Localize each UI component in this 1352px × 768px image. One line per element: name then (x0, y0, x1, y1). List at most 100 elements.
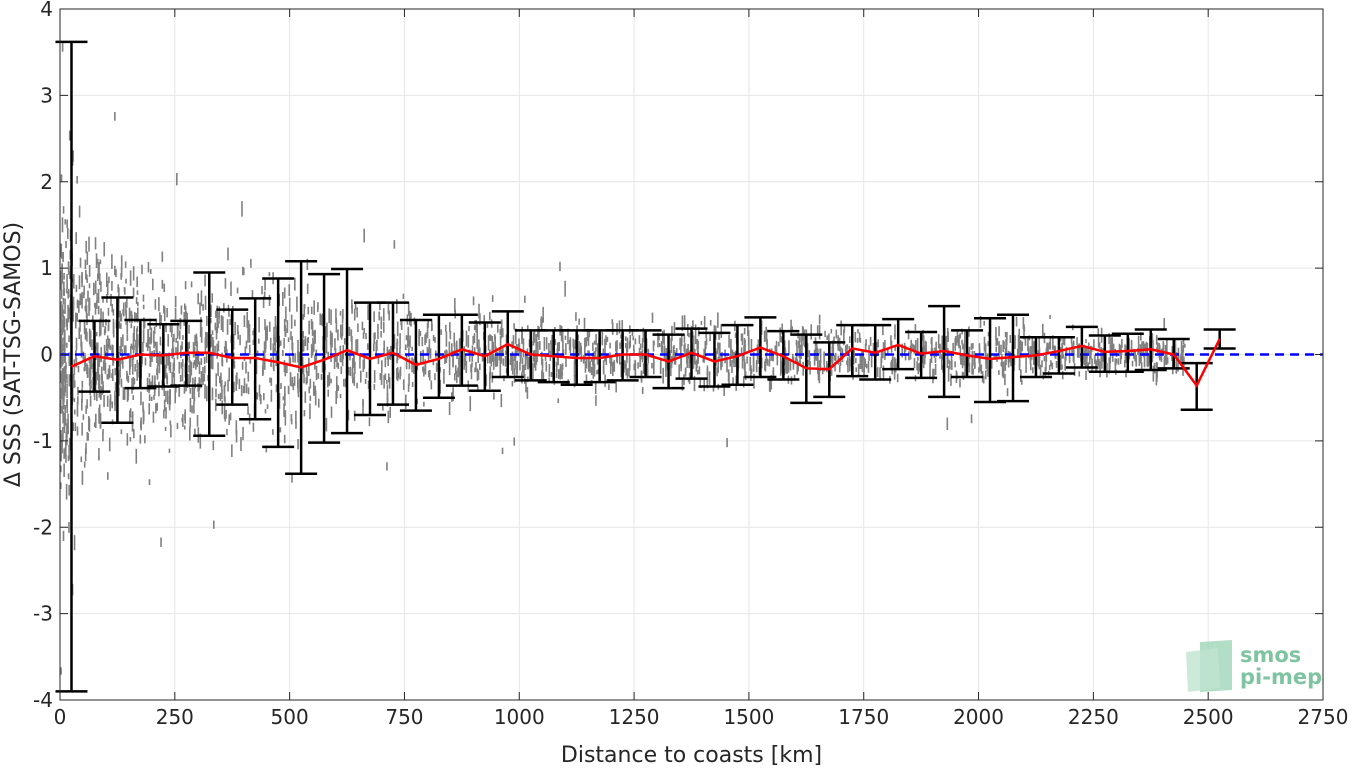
scatter-point (454, 298, 456, 313)
scatter-point (306, 258, 309, 271)
scatter-point (463, 346, 466, 360)
scatter-point (639, 351, 641, 367)
scatter-point (164, 364, 167, 378)
scatter-point (527, 360, 529, 370)
scatter-point (1083, 353, 1086, 366)
scatter-point (625, 343, 627, 349)
scatter-point (998, 344, 1000, 359)
scatter-point (248, 333, 251, 343)
scatter-point (185, 383, 187, 392)
scatter-point (526, 348, 529, 365)
scatter-point (211, 330, 214, 336)
scatter-point (304, 391, 307, 403)
scatter-point (62, 206, 65, 214)
scatter-point (845, 344, 847, 351)
scatter-point (275, 350, 277, 367)
scatter-point (427, 319, 429, 328)
scatter-point (223, 346, 226, 353)
scatter-point (132, 376, 135, 391)
scatter-point (240, 437, 242, 451)
scatter-point (1142, 341, 1145, 349)
y-tick-label: -3 (33, 602, 53, 626)
scatter-point (501, 328, 504, 338)
scatter-point (491, 295, 494, 302)
scatter-point (377, 323, 379, 340)
scatter-point (288, 284, 291, 296)
scatter-point (592, 367, 595, 379)
scatter-point (60, 307, 62, 319)
scatter-point (514, 328, 517, 344)
scatter-point (933, 368, 935, 377)
scatter-point (633, 363, 635, 371)
y-tick-label: -2 (33, 515, 53, 539)
scatter-point (1045, 355, 1047, 372)
scatter-point (268, 272, 271, 277)
scatter-point (365, 333, 367, 340)
scatter-point (1004, 332, 1007, 338)
scatter-point (171, 371, 173, 388)
scatter-point (726, 438, 728, 448)
scatter-point (146, 377, 149, 392)
scatter-point (486, 354, 489, 364)
scatter-point (702, 355, 704, 363)
scatter-point (283, 434, 286, 444)
scatter-point (687, 377, 690, 383)
x-tick-label: 1250 (609, 705, 660, 729)
scatter-point (985, 358, 988, 366)
scatter-point (914, 345, 916, 350)
scatter-point (72, 422, 75, 431)
scatter-point (514, 350, 517, 363)
scatter-point (665, 367, 667, 377)
scatter-point (828, 333, 830, 348)
scatter-point (1180, 353, 1183, 363)
scatter-point (114, 112, 116, 121)
scatter-point (536, 341, 539, 348)
scatter-point (152, 278, 154, 291)
scatter-point (808, 355, 811, 361)
scatter-point (60, 482, 62, 489)
scatter-point (168, 355, 171, 371)
scatter-point (108, 437, 111, 452)
scatter-point (165, 372, 168, 379)
scatter-point (319, 313, 322, 326)
scatter-point (1014, 340, 1016, 350)
scatter-point (833, 336, 835, 342)
scatter-point (880, 350, 883, 363)
scatter-point (1005, 338, 1007, 352)
scatter-point (930, 338, 933, 345)
scatter-point (524, 354, 527, 371)
scatter-point (188, 324, 190, 334)
scatter-point (687, 343, 689, 352)
scatter-point (304, 336, 307, 347)
scatter-point (904, 353, 907, 361)
scatter-point (720, 324, 723, 339)
scatter-point (694, 324, 697, 339)
scatter-point (339, 393, 342, 399)
scatter-point (63, 272, 65, 280)
scatter-point (894, 324, 896, 337)
scatter-point (641, 349, 644, 363)
scatter-point (818, 314, 821, 324)
scatter-point (790, 319, 792, 336)
scatter-point (96, 258, 99, 264)
scatter-point (102, 429, 104, 434)
scatter-point (298, 358, 300, 373)
scatter-point (890, 335, 892, 346)
scatter-point (995, 337, 997, 346)
scatter-point (294, 353, 296, 363)
scatter-point (82, 351, 85, 361)
scatter-point (173, 333, 175, 343)
scatter-point (189, 397, 192, 413)
scatter-point (584, 361, 587, 373)
scatter-point (757, 339, 760, 355)
scatter-point (145, 342, 148, 348)
scatter-point (310, 306, 313, 315)
scatter-point (688, 332, 690, 338)
scatter-point (103, 242, 106, 257)
scatter-point (884, 351, 886, 360)
scatter-point (1004, 359, 1007, 371)
scatter-point (985, 370, 987, 380)
scatter-point (524, 295, 526, 303)
scatter-point (325, 338, 328, 354)
scatter-point (652, 355, 655, 369)
